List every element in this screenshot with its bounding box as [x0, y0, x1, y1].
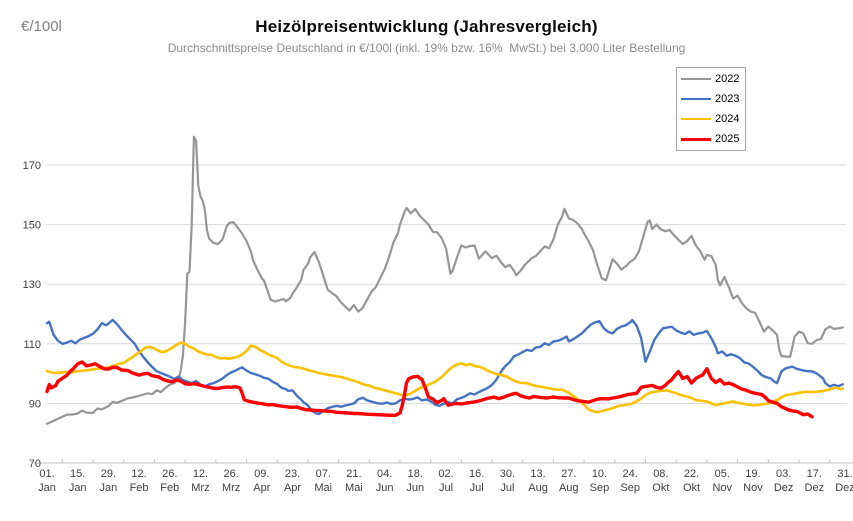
legend-label-2025: 2025: [715, 132, 740, 145]
series-line-2022: [45, 135, 844, 425]
legend-swatch-2024: [681, 117, 711, 121]
y-axis-unit-label: €/100l: [21, 18, 62, 35]
x-tick-label-day: 30.: [500, 468, 515, 480]
legend-item-2024: 2024: [677, 110, 745, 128]
x-tick-label-day: 22.: [684, 468, 699, 480]
x-tick-label-day: 17.: [807, 468, 822, 480]
x-tick-label-day: 07.: [316, 468, 331, 480]
x-tick-label-month: Nov: [743, 482, 763, 494]
x-tick-label-day: 15.: [70, 468, 85, 480]
x-tick-label-month: Okt: [652, 482, 669, 494]
x-tick-label-month: Apr: [284, 482, 301, 494]
x-tick-label-day: 19.: [745, 468, 760, 480]
series-line-2024: [45, 341, 845, 414]
x-tick-label-month: Mai: [345, 482, 363, 494]
x-tick-label-month: Mrz: [222, 482, 240, 494]
legend-swatch-2023: [681, 97, 711, 101]
legend: 2022 2023 2024 2025: [676, 67, 746, 151]
x-tick-label-day: 31.: [837, 468, 852, 480]
x-tick-label-month: Dez: [805, 482, 825, 494]
x-tick-label-day: 26.: [224, 468, 239, 480]
y-tick-label: 90: [29, 398, 41, 410]
x-tick-label-day: 24.: [623, 468, 638, 480]
x-tick-label-day: 26.: [162, 468, 177, 480]
x-tick-label-day: 03.: [776, 468, 791, 480]
x-tick-label-month: Mrz: [191, 482, 209, 494]
legend-item-2022: 2022: [677, 70, 745, 88]
x-tick-label-day: 21.: [346, 468, 361, 480]
chart-title: Heizölpreisentwicklung (Jahresvergleich): [255, 17, 598, 36]
chart-subtitle: Durchschnittspreise Deutschland in €/100…: [167, 41, 686, 55]
x-tick-label-month: Apr: [253, 482, 270, 494]
x-tick-label-month: Jun: [406, 482, 424, 494]
x-tick-label-month: Jun: [376, 482, 394, 494]
x-tick-label-month: Jan: [38, 482, 56, 494]
legend-item-2025: 2025: [677, 130, 745, 148]
x-tick-label-day: 02.: [438, 468, 453, 480]
x-tick-label-month: Dez: [774, 482, 794, 494]
x-tick-label-day: 10.: [592, 468, 607, 480]
y-tick-label: 150: [23, 220, 41, 232]
x-tick-label-month: Jan: [69, 482, 87, 494]
x-tick-label-day: 12.: [193, 468, 208, 480]
x-tick-label-day: 04.: [377, 468, 392, 480]
x-tick-label-month: Jan: [100, 482, 118, 494]
x-tick-label-month: Jul: [439, 482, 453, 494]
series-line-2025: [45, 360, 814, 419]
x-tick-label-day: 16.: [469, 468, 484, 480]
series-line-2023: [45, 318, 844, 416]
x-tick-label-month: Dez: [835, 482, 853, 494]
y-tick-label: 170: [23, 160, 41, 172]
x-tick-label-day: 23.: [285, 468, 300, 480]
x-tick-label-day: 27.: [561, 468, 576, 480]
x-tick-label-day: 18.: [408, 468, 423, 480]
x-tick-label-day: 13.: [530, 468, 545, 480]
x-tick-label-month: Jul: [470, 482, 484, 494]
x-tick-label-day: 01.: [39, 468, 54, 480]
x-tick-label-day: 05.: [715, 468, 730, 480]
y-tick-label: 130: [23, 279, 41, 291]
x-tick-label-day: 29.: [101, 468, 116, 480]
legend-swatch-2025: [681, 137, 711, 141]
x-tick-label-month: Aug: [559, 482, 579, 494]
x-tick-label-month: Jul: [500, 482, 514, 494]
x-tick-label-month: Sep: [620, 482, 640, 494]
x-tick-label-month: Nov: [712, 482, 732, 494]
x-tick-label-month: Feb: [160, 482, 179, 494]
x-tick-label-month: Feb: [130, 482, 149, 494]
x-tick-label-month: Sep: [590, 482, 610, 494]
legend-swatch-2022: [681, 77, 711, 81]
y-tick-label: 110: [23, 339, 41, 351]
legend-label-2023: 2023: [715, 92, 740, 105]
x-tick-label-month: Mai: [314, 482, 332, 494]
x-tick-label-day: 08.: [653, 468, 668, 480]
x-tick-label-day: 09.: [254, 468, 269, 480]
x-tick-label-month: Aug: [528, 482, 548, 494]
legend-label-2024: 2024: [715, 112, 740, 125]
legend-label-2022: 2022: [715, 72, 740, 85]
x-tick-label-day: 12.: [131, 468, 146, 480]
legend-item-2023: 2023: [677, 90, 745, 108]
x-tick-label-month: Okt: [683, 482, 700, 494]
